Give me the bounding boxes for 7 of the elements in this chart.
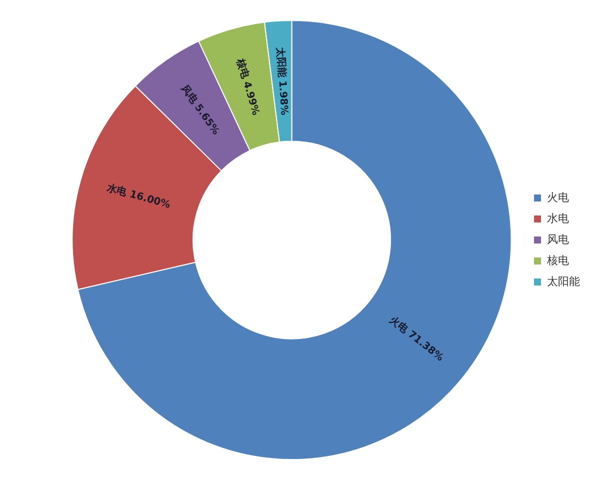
legend-label: 太阳能	[547, 274, 580, 288]
legend-label: 风电	[547, 232, 569, 246]
legend-label: 水电	[547, 212, 569, 225]
legend-label: 火电	[547, 190, 569, 204]
data-label: 太阳能 1.98%	[274, 46, 290, 116]
legend-label: 核电	[546, 254, 569, 267]
data-label: 核电 4.99%	[234, 56, 262, 117]
